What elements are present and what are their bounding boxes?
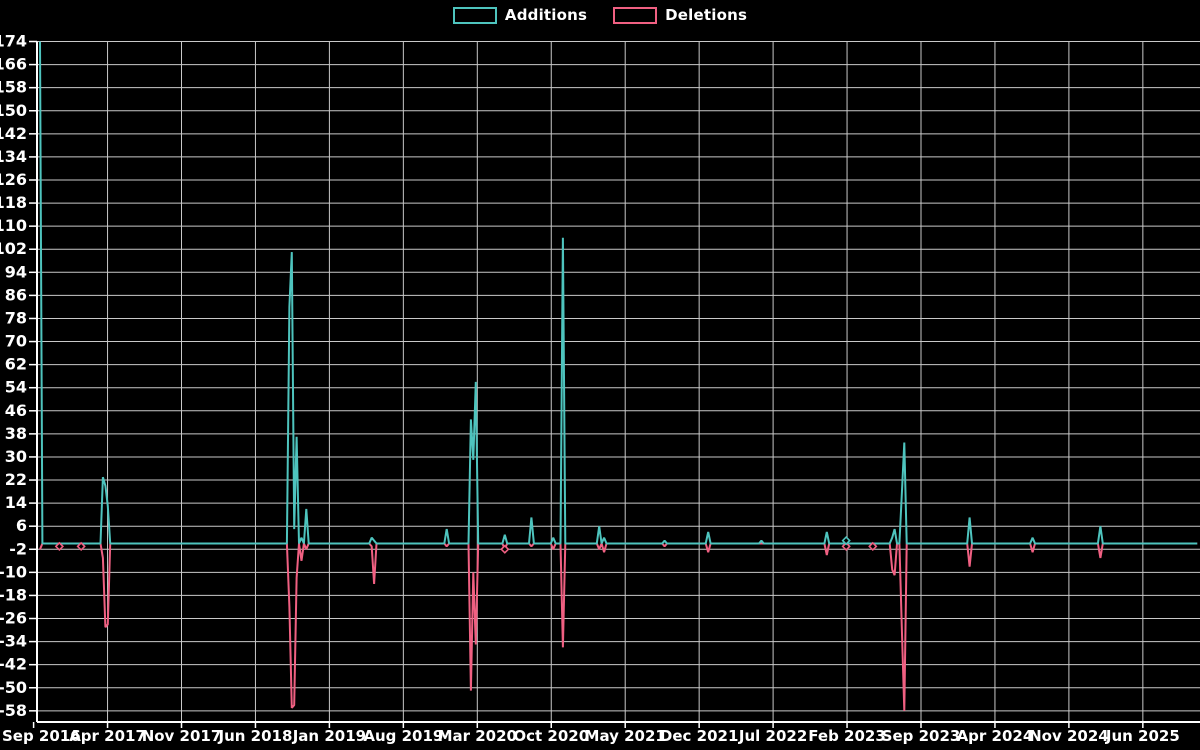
- y-axis-label: 70: [5, 332, 27, 351]
- x-axis-label: Jun 2018: [217, 727, 292, 745]
- y-gridlines: 1741661581501421341261181101029486787062…: [0, 32, 1200, 720]
- y-axis-label: 110: [0, 216, 27, 235]
- legend-item-additions[interactable]: Additions: [452, 6, 588, 24]
- y-axis-label: 86: [5, 285, 27, 304]
- x-axis-label: Jul 2022: [738, 727, 807, 745]
- y-axis-label: 134: [0, 147, 27, 166]
- x-axis-label: Dec 2021: [660, 727, 739, 745]
- y-axis-label: -34: [0, 632, 27, 651]
- y-axis-label: 142: [0, 124, 27, 143]
- x-axis-label: Jan 2019: [292, 727, 366, 745]
- legend-item-deletions[interactable]: Deletions: [613, 6, 747, 24]
- y-axis-label: 54: [5, 378, 27, 397]
- x-axis-label: May 2021: [585, 727, 666, 745]
- additions-swatch-icon: [452, 6, 497, 24]
- x-axis-label: Aug 2019: [363, 727, 443, 745]
- y-axis-label: 78: [5, 308, 27, 327]
- deletions-line: [39, 542, 1198, 711]
- x-axis-label: Apr 2017: [69, 727, 146, 745]
- x-axis-label: Nov 2024: [1029, 727, 1109, 745]
- deletions-swatch-icon: [613, 6, 658, 24]
- x-axis-label: Jun 2025: [1105, 727, 1180, 745]
- legend-label-deletions: Deletions: [665, 6, 748, 24]
- deletions-point-marker: [841, 541, 851, 552]
- y-axis-label: -2: [9, 539, 27, 558]
- y-axis-label: 94: [5, 262, 27, 281]
- legend-label-additions: Additions: [504, 6, 588, 24]
- y-axis-label: -26: [0, 609, 27, 628]
- y-axis-label: 150: [0, 101, 27, 120]
- y-axis-label: 46: [5, 401, 27, 420]
- x-axis-label: Mar 2020: [438, 727, 517, 745]
- deletions-point-marker: [76, 541, 86, 552]
- y-axis-label: -58: [0, 701, 27, 720]
- y-axis-label: 30: [5, 447, 27, 466]
- deletions-point-marker: [54, 541, 64, 552]
- x-axis-label: Sep 2023: [882, 727, 961, 745]
- x-axis-label: Sep 2016: [2, 727, 81, 745]
- y-axis-label: 62: [5, 355, 27, 374]
- x-axis-label: Oct 2020: [513, 727, 589, 745]
- y-axis-label: 174: [0, 32, 27, 51]
- y-axis-label: -18: [0, 585, 27, 604]
- y-axis-label: 38: [5, 424, 27, 443]
- y-axis-label: -50: [0, 678, 27, 697]
- x-axis-label: Nov 2017: [142, 727, 222, 745]
- y-axis-label: 126: [0, 170, 27, 189]
- y-axis-label: 6: [16, 516, 27, 535]
- y-axis-label: -10: [0, 562, 27, 581]
- deletions-point-marker: [500, 544, 510, 554]
- y-axis-label: 102: [0, 239, 27, 258]
- y-axis-label: 158: [0, 78, 27, 97]
- y-axis-label: 22: [5, 470, 27, 489]
- x-axis-label: Feb 2023: [808, 727, 886, 745]
- y-axis-label: -42: [0, 655, 27, 674]
- y-axis-label: 166: [0, 55, 27, 74]
- additions-line: [39, 41, 1198, 545]
- deletions-point-marker: [868, 541, 878, 552]
- y-axis-label: 14: [5, 493, 27, 512]
- y-axis-label: 118: [0, 193, 27, 212]
- chart-legend: Additions Deletions: [0, 6, 1200, 24]
- additions-point-marker: [841, 535, 851, 546]
- x-axis-label: Apr 2024: [957, 727, 1034, 745]
